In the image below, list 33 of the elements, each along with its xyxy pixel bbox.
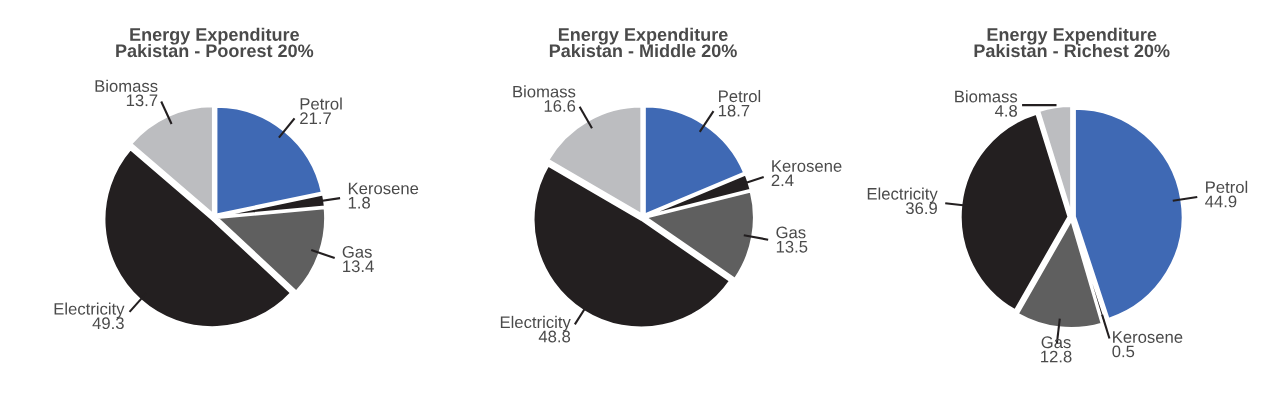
slice-label: Biomass <box>955 90 1018 103</box>
slice-label: Petrol <box>300 97 342 110</box>
data-label: 4.8 <box>994 104 1018 117</box>
data-label: 12.8 <box>1041 350 1072 363</box>
data-label: 48.8 <box>538 330 571 343</box>
slice-label: Electricity <box>867 187 938 204</box>
data-label: 36.9 <box>905 202 937 215</box>
data-label: 49.3 <box>92 317 124 330</box>
data-label: 18.7 <box>718 104 750 117</box>
chart-title: Energy Expenditure Pakistan - Richest 20% <box>974 27 1170 58</box>
slice-label: Gas <box>342 246 372 258</box>
slice-label: Gas <box>776 226 806 239</box>
data-label: 44.9 <box>1205 195 1237 208</box>
slice-label: Electricity <box>54 302 125 319</box>
slice-label: Biomass <box>95 79 158 92</box>
data-label: 1.8 <box>348 196 370 209</box>
slice-label: Petrol <box>719 89 761 103</box>
data-label: 21.7 <box>300 112 331 124</box>
slice-label: Biomass <box>513 85 576 98</box>
data-label: 13.5 <box>776 240 808 253</box>
slice-label: Petrol <box>1206 180 1248 194</box>
data-label: 16.6 <box>544 100 576 112</box>
slice-label: Kerosene <box>348 182 419 195</box>
slice-label: Kerosene <box>772 160 842 172</box>
slice-label: Kerosene <box>1113 331 1183 343</box>
chart-title: Energy Expenditure Pakistan - Poorest 20% <box>116 27 314 58</box>
data-label: 13.7 <box>126 94 158 107</box>
data-label: 2.4 <box>771 174 794 187</box>
slice-label: Electricity <box>500 315 571 332</box>
data-label: 0.5 <box>1112 345 1135 358</box>
data-label: 13.4 <box>343 260 374 273</box>
slice-label: Gas <box>1041 336 1071 349</box>
chart-title: Energy Expenditure Pakistan - Middle 20% <box>549 27 737 58</box>
